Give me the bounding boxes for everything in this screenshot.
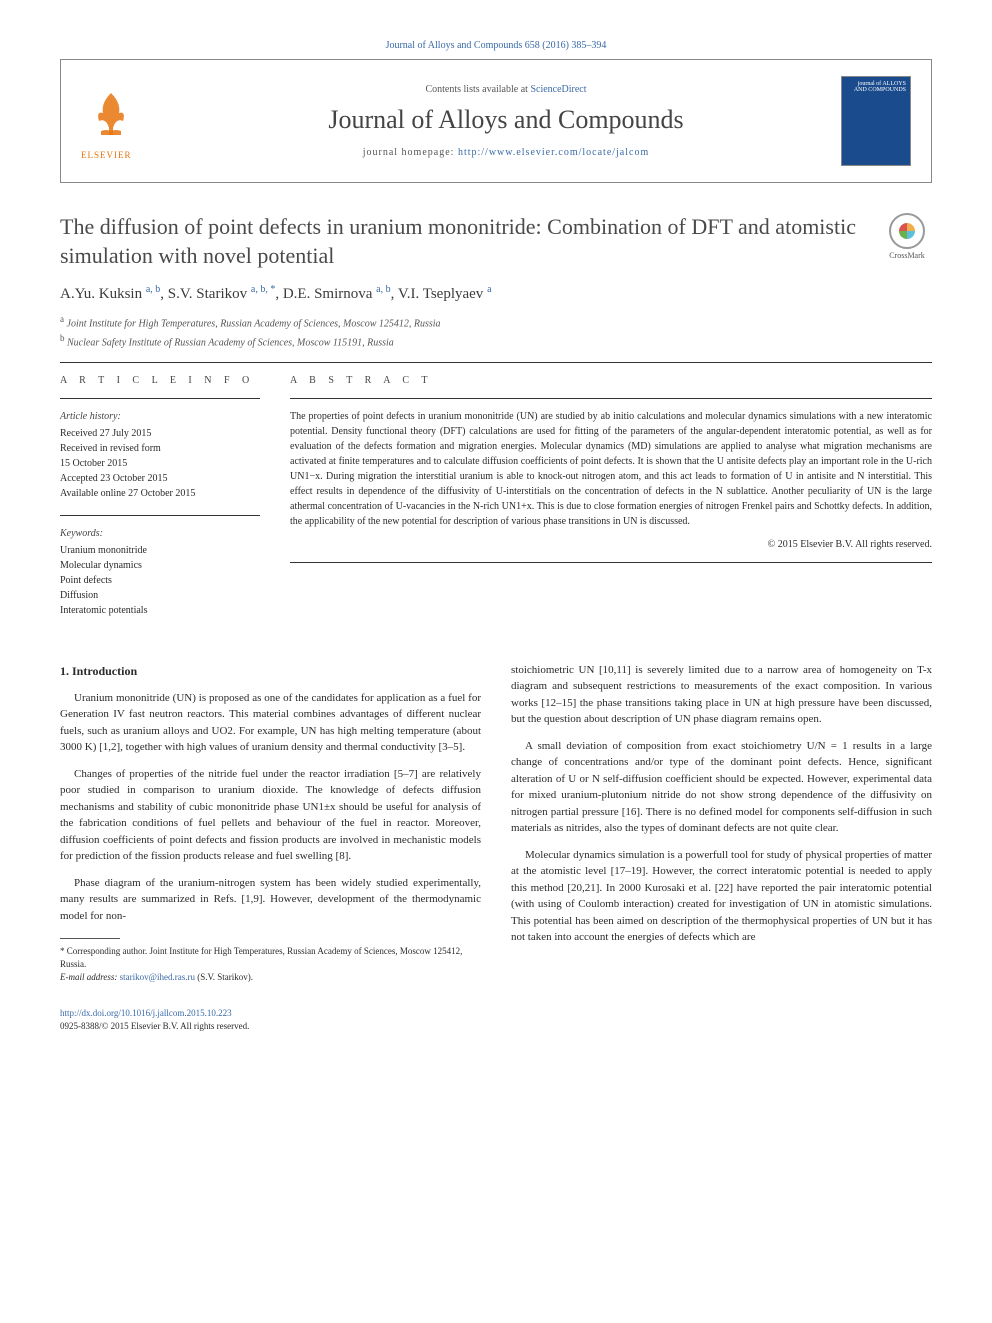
contents-prefix: Contents lists available at — [425, 84, 530, 95]
left-column: 1. Introduction Uranium mononitride (UN)… — [60, 662, 481, 983]
article-info: A R T I C L E I N F O Article history: R… — [60, 373, 260, 632]
article-history-block: Article history: Received 27 July 2015 R… — [60, 409, 260, 501]
body-paragraph: Uranium mononitride (UN) is proposed as … — [60, 690, 481, 756]
divider — [60, 515, 260, 516]
body-paragraph: Molecular dynamics simulation is a power… — [511, 847, 932, 946]
journal-name: Journal of Alloys and Compounds — [171, 105, 841, 135]
history-line: 15 October 2015 — [60, 456, 260, 471]
elsevier-logo[interactable]: ELSEVIER — [81, 83, 151, 160]
history-line: Received in revised form — [60, 441, 260, 456]
history-line: Accepted 23 October 2015 — [60, 471, 260, 486]
divider — [60, 362, 932, 363]
sciencedirect-link[interactable]: ScienceDirect — [530, 84, 586, 95]
body-paragraph: Phase diagram of the uranium-nitrogen sy… — [60, 875, 481, 925]
keywords-label: Keywords: — [60, 526, 260, 541]
divider — [60, 398, 260, 399]
issn-copyright-line: 0925-8388/© 2015 Elsevier B.V. All right… — [60, 1020, 932, 1033]
crossmark-icon — [889, 213, 925, 249]
footer: http://dx.doi.org/10.1016/j.jallcom.2015… — [60, 1007, 932, 1032]
email-link[interactable]: starikov@ihed.ras.ru — [120, 972, 195, 982]
crossmark-label: CrossMark — [882, 251, 932, 260]
footnote-separator — [60, 938, 120, 939]
cover-thumb-text: journal of ALLOYS AND COMPOUNDS — [842, 77, 910, 97]
abstract-text: The properties of point defects in urani… — [290, 409, 932, 529]
body-paragraph: Changes of properties of the nitride fue… — [60, 766, 481, 865]
body-paragraph: A small deviation of composition from ex… — [511, 738, 932, 837]
header-box: ELSEVIER Contents lists available at Sci… — [60, 59, 932, 183]
body-columns: 1. Introduction Uranium mononitride (UN)… — [60, 662, 932, 983]
info-abstract-row: A R T I C L E I N F O Article history: R… — [60, 373, 932, 632]
keyword: Uranium mononitride — [60, 543, 260, 558]
keyword: Point defects — [60, 573, 260, 588]
keyword: Molecular dynamics — [60, 558, 260, 573]
footnotes: * Corresponding author. Joint Institute … — [60, 945, 481, 983]
keyword: Interatomic potentials — [60, 603, 260, 618]
contents-available-line: Contents lists available at ScienceDirec… — [171, 84, 841, 95]
abstract-copyright: © 2015 Elsevier B.V. All rights reserved… — [290, 537, 932, 552]
affiliations: a Joint Institute for High Temperatures,… — [60, 313, 932, 350]
corresponding-author-note: * Corresponding author. Joint Institute … — [60, 945, 481, 970]
crossmark-badge[interactable]: CrossMark — [882, 213, 932, 260]
homepage-link[interactable]: http://www.elsevier.com/locate/jalcom — [458, 147, 649, 158]
keyword: Diffusion — [60, 588, 260, 603]
elsevier-label: ELSEVIER — [81, 150, 151, 160]
history-label: Article history: — [60, 409, 260, 424]
elsevier-tree-icon — [81, 83, 141, 143]
article-title: The diffusion of point defects in uraniu… — [60, 213, 862, 270]
journal-homepage-line: journal homepage: http://www.elsevier.co… — [171, 147, 841, 158]
affiliation-a: a Joint Institute for High Temperatures,… — [60, 313, 932, 331]
affiliation-b: b Nuclear Safety Institute of Russian Ac… — [60, 332, 932, 350]
abstract-heading: A B S T R A C T — [290, 373, 932, 388]
divider — [290, 562, 932, 563]
doi-link[interactable]: http://dx.doi.org/10.1016/j.jallcom.2015… — [60, 1008, 232, 1018]
journal-cover-thumbnail: journal of ALLOYS AND COMPOUNDS — [841, 76, 911, 166]
divider — [290, 398, 932, 399]
email-line: E-mail address: starikov@ihed.ras.ru (S.… — [60, 971, 481, 984]
right-column: stoichiometric UN [10,11] is severely li… — [511, 662, 932, 983]
history-line: Received 27 July 2015 — [60, 426, 260, 441]
title-row: The diffusion of point defects in uraniu… — [60, 213, 932, 270]
authors-line: A.Yu. Kuksin a, b, S.V. Starikov a, b, *… — [60, 284, 932, 303]
header-center: Contents lists available at ScienceDirec… — [171, 84, 841, 158]
history-line: Available online 27 October 2015 — [60, 486, 260, 501]
homepage-prefix: journal homepage: — [363, 147, 458, 158]
abstract: A B S T R A C T The properties of point … — [290, 373, 932, 632]
section-heading: 1. Introduction — [60, 662, 481, 680]
body-paragraph: stoichiometric UN [10,11] is severely li… — [511, 662, 932, 728]
article-info-heading: A R T I C L E I N F O — [60, 373, 260, 388]
keywords-block: Keywords: Uranium mononitride Molecular … — [60, 526, 260, 618]
journal-reference: Journal of Alloys and Compounds 658 (201… — [60, 40, 932, 51]
